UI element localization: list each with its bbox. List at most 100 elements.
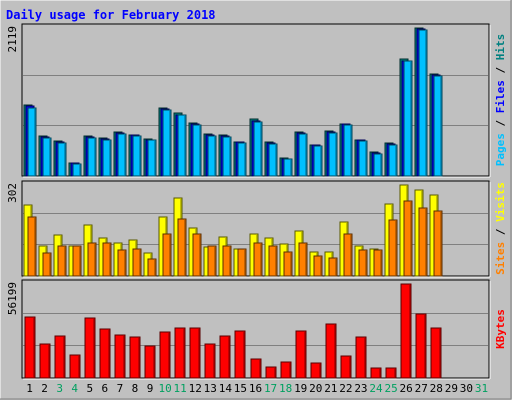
bar-shade bbox=[274, 368, 276, 378]
bar-sites-day-19 bbox=[298, 242, 308, 277]
bar-pages-day-7 bbox=[117, 133, 127, 177]
bar-shade bbox=[410, 62, 412, 176]
bar-kbytes-day-26 bbox=[400, 283, 412, 379]
bar-shade bbox=[79, 165, 81, 176]
bar-shade bbox=[49, 254, 51, 276]
bar-shade bbox=[33, 318, 35, 378]
bar-shade bbox=[184, 116, 186, 176]
bar-sites-day-18 bbox=[283, 251, 293, 277]
day-label-29: 29 bbox=[445, 382, 458, 395]
bar-sites-day-21 bbox=[328, 257, 338, 277]
bar-sites-day-4 bbox=[72, 245, 82, 277]
bar-shade bbox=[409, 285, 411, 378]
bar-kbytes-day-28 bbox=[430, 327, 442, 379]
bar-shade bbox=[335, 134, 337, 176]
bar-shade bbox=[34, 218, 36, 276]
day-label-2: 2 bbox=[41, 382, 48, 395]
bar-shade bbox=[305, 244, 307, 276]
bar-shade bbox=[350, 126, 352, 176]
bar-shade bbox=[124, 135, 126, 176]
bar-pages-day-4 bbox=[72, 163, 82, 177]
bar-pages-day-21 bbox=[328, 132, 338, 177]
legend-label-part: / bbox=[494, 113, 507, 133]
legend-label-part: Files bbox=[494, 80, 507, 113]
axis-max-label: 56199 bbox=[6, 282, 19, 315]
bar-kbytes-day-14 bbox=[219, 335, 231, 379]
bar-shade bbox=[395, 221, 397, 276]
bar-pages-day-15 bbox=[237, 142, 247, 177]
bar-sites-day-20 bbox=[313, 255, 323, 277]
bar-shade bbox=[440, 77, 442, 176]
bar-pages-day-18 bbox=[283, 158, 293, 177]
bar-shade bbox=[243, 332, 245, 378]
bar-sites-day-25 bbox=[388, 219, 398, 277]
bar-pages-day-3 bbox=[57, 142, 67, 177]
legend-label-part: Visits bbox=[494, 182, 507, 222]
bar-shade bbox=[380, 251, 382, 276]
bar-sites-day-2 bbox=[42, 252, 52, 277]
bar-shade bbox=[64, 247, 66, 276]
bar-kbytes-day-27 bbox=[415, 313, 427, 379]
bar-pages-day-23 bbox=[358, 140, 368, 177]
bar-shade bbox=[260, 244, 262, 276]
bar-pages-day-19 bbox=[298, 133, 308, 177]
bar-shade bbox=[260, 123, 262, 176]
bar-shade bbox=[199, 235, 201, 276]
day-label-25: 25 bbox=[384, 382, 397, 395]
bar-pages-day-13 bbox=[207, 135, 217, 177]
bar-shade bbox=[424, 315, 426, 378]
day-label-4: 4 bbox=[71, 382, 78, 395]
bar-shade bbox=[320, 147, 322, 176]
bar-pages-day-9 bbox=[147, 139, 157, 177]
bar-sites-day-12 bbox=[192, 233, 202, 277]
bar-shade bbox=[380, 155, 382, 176]
bar-shade bbox=[94, 139, 96, 176]
bar-kbytes-day-25 bbox=[385, 367, 397, 379]
day-label-28: 28 bbox=[430, 382, 443, 395]
bar-shade bbox=[289, 363, 291, 378]
day-label-21: 21 bbox=[324, 382, 337, 395]
bar-sites-day-27 bbox=[418, 207, 428, 277]
bar-shade bbox=[169, 235, 171, 276]
bar-pages-day-2 bbox=[42, 137, 52, 177]
legend-label-part: / bbox=[494, 60, 507, 80]
bar-pages-day-25 bbox=[388, 144, 398, 177]
bar-shade bbox=[199, 126, 201, 176]
bar-shade bbox=[49, 139, 51, 176]
bar-shade bbox=[153, 347, 155, 378]
bar-kbytes-day-11 bbox=[174, 327, 186, 379]
bar-shade bbox=[305, 135, 307, 176]
bar-sites-day-6 bbox=[102, 242, 112, 277]
day-label-13: 13 bbox=[204, 382, 217, 395]
bar-pages-day-22 bbox=[343, 124, 353, 177]
bar-kbytes-day-21 bbox=[325, 323, 337, 379]
bar-shade bbox=[350, 235, 352, 276]
bar-sites-day-9 bbox=[147, 258, 157, 277]
day-label-27: 27 bbox=[415, 382, 428, 395]
panel-kbytes: 56199 KBytes bbox=[6, 279, 507, 380]
bar-shade bbox=[335, 259, 337, 276]
bar-kbytes-day-16 bbox=[250, 358, 262, 379]
bar-shade bbox=[78, 356, 80, 378]
day-label-1: 1 bbox=[26, 382, 33, 395]
axis-max-label: 302 bbox=[6, 183, 19, 203]
day-label-26: 26 bbox=[400, 382, 413, 395]
legend-label-part: Sites bbox=[494, 242, 507, 275]
bar-shade bbox=[63, 337, 65, 378]
bar-shade bbox=[34, 109, 36, 176]
bar-shade bbox=[109, 244, 111, 276]
day-labels: 1 2 3 4 5 6 7 8 9 10 11 12 13 14 15 16 17 18 19 20 21 22 23 24 2… bbox=[26, 382, 488, 395]
bar-shade bbox=[259, 360, 261, 378]
day-label-20: 20 bbox=[309, 382, 322, 395]
bar-shade bbox=[48, 345, 50, 378]
bar-kbytes-day-6 bbox=[99, 328, 111, 379]
bar-pages-day-8 bbox=[132, 135, 142, 177]
bar-sites-day-28 bbox=[433, 210, 443, 277]
chart-title: Daily usage for February 2018 bbox=[6, 8, 216, 22]
bar-kbytes-day-3 bbox=[54, 335, 66, 379]
bar-sites-day-16 bbox=[253, 242, 263, 277]
bar-sites-day-13 bbox=[207, 245, 217, 277]
bar-shade bbox=[275, 145, 277, 176]
bar-pages-day-16 bbox=[253, 121, 263, 177]
day-label-17: 17 bbox=[264, 382, 277, 395]
